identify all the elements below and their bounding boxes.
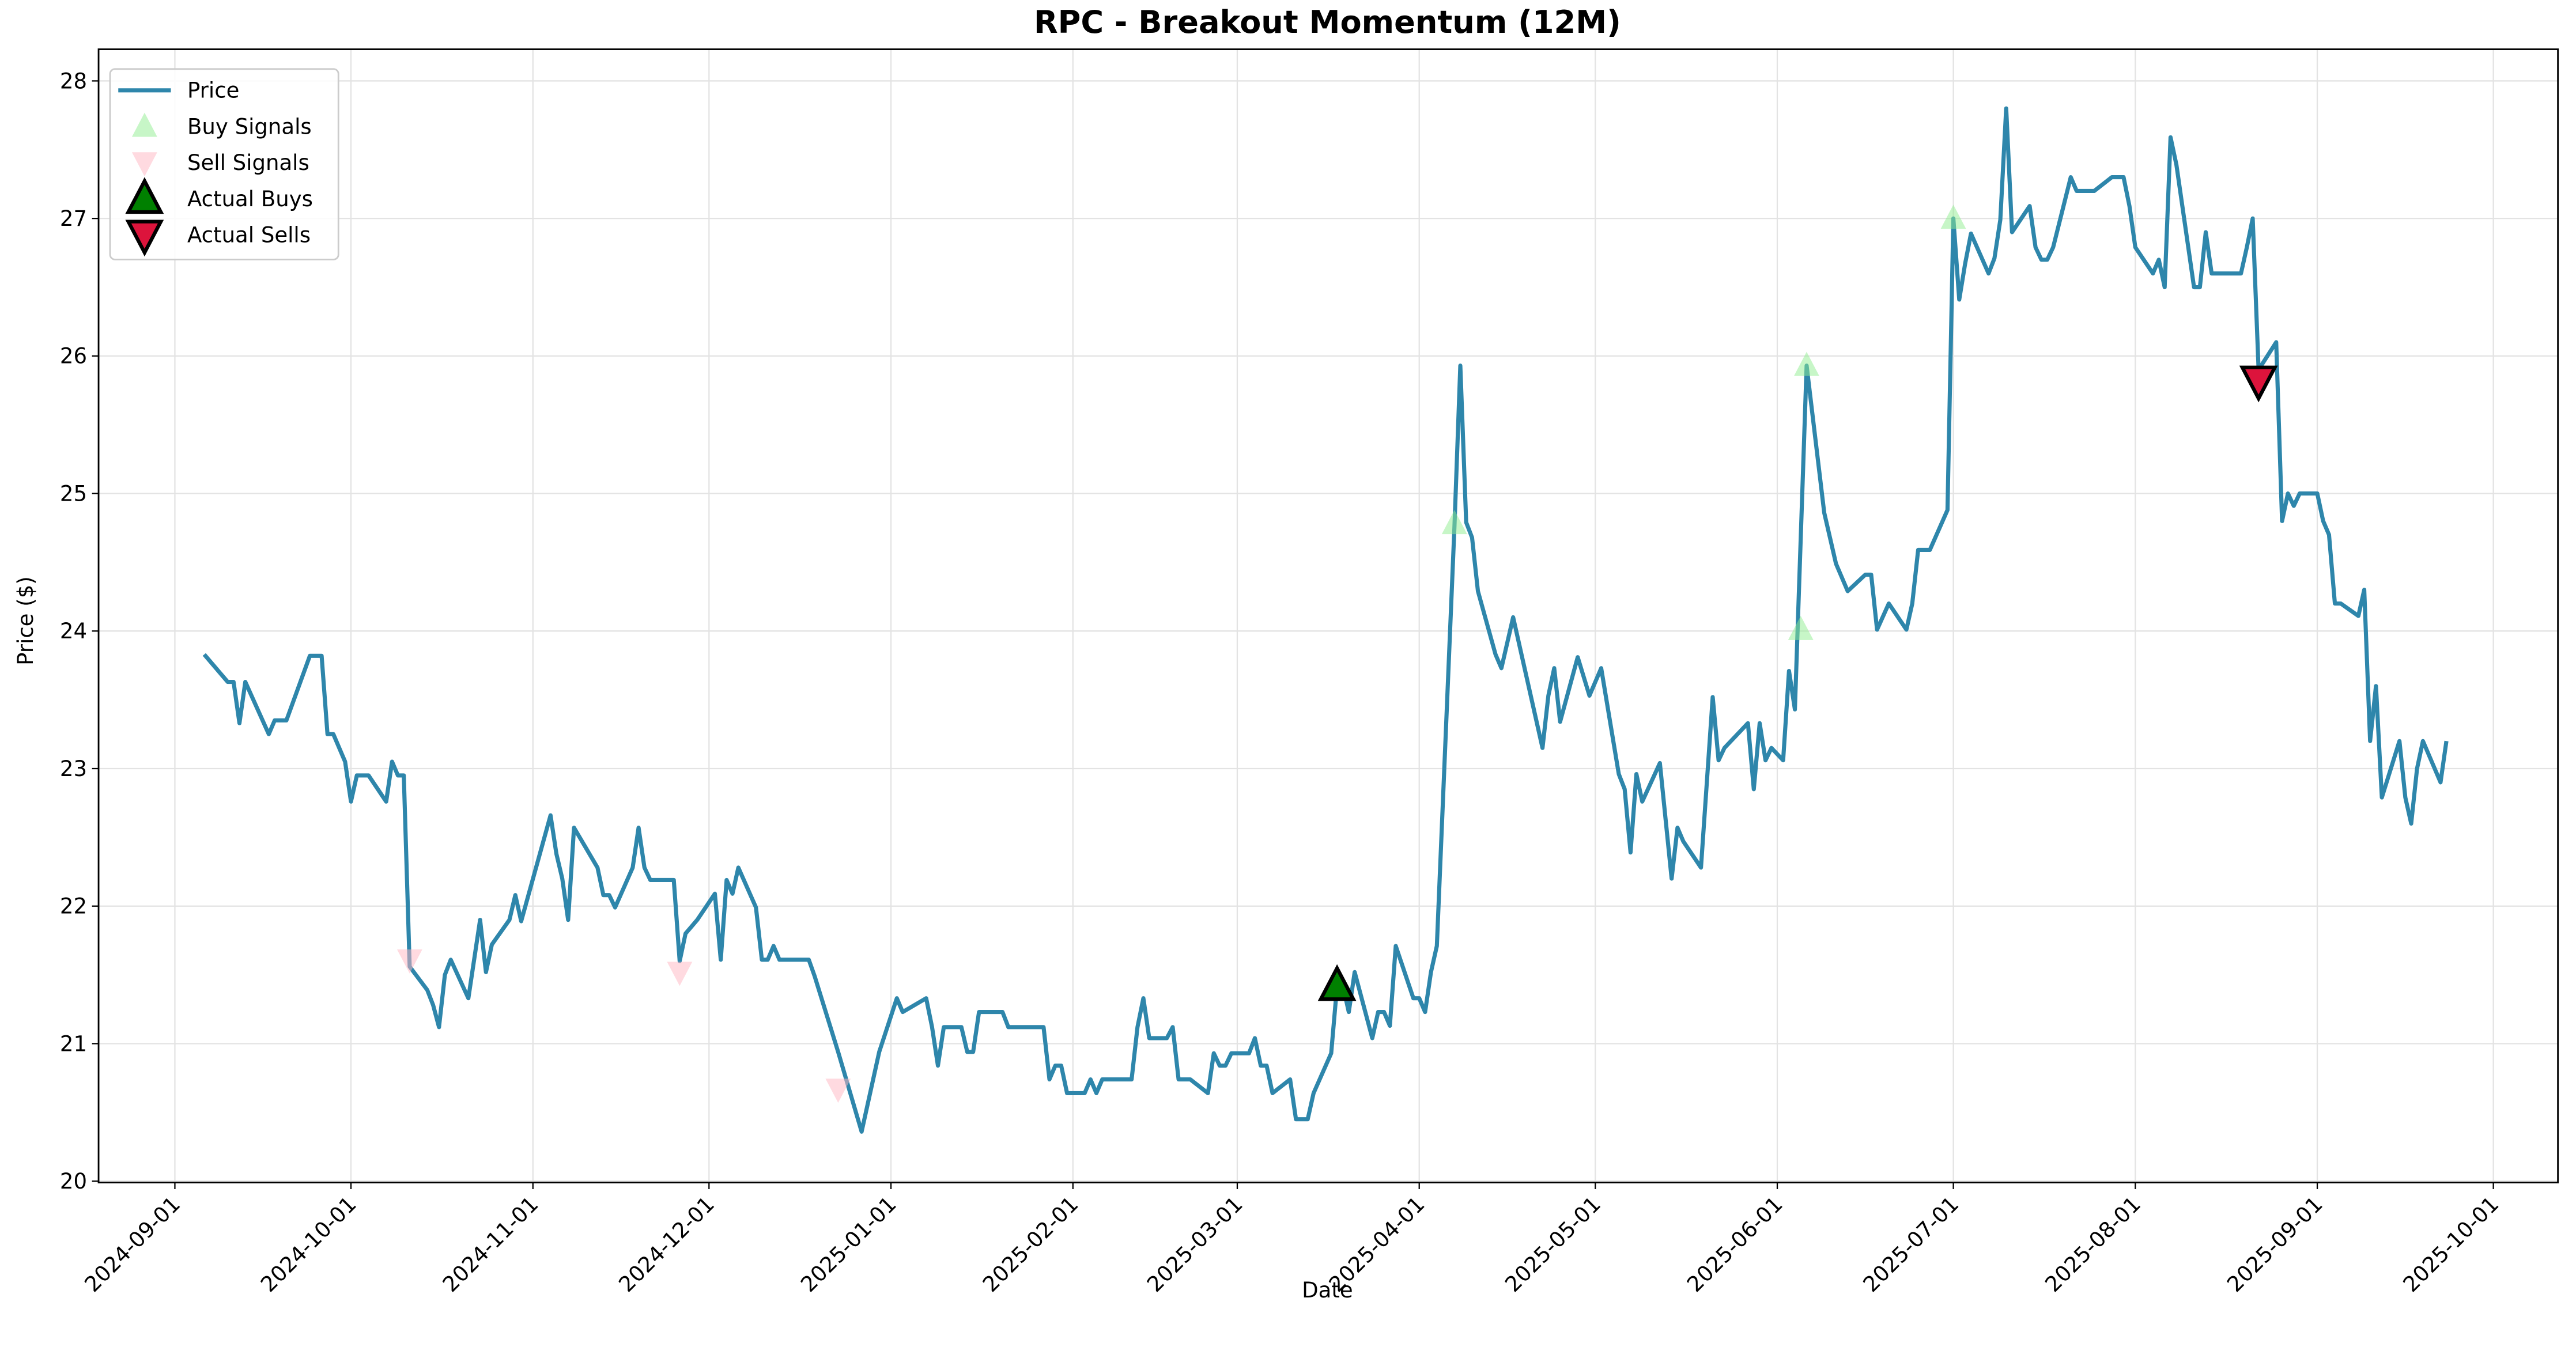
x-tick-label: 2025-04-01 [1324, 1191, 1430, 1297]
y-tick-label: 28 [60, 69, 87, 93]
x-axis-label: Date [1302, 1278, 1353, 1303]
x-tick-label: 2025-09-01 [2222, 1191, 2328, 1297]
legend-label: Price [187, 78, 239, 103]
y-tick-label: 26 [60, 344, 87, 369]
signal-marker [667, 962, 693, 986]
legend: Price Buy Signals Sell Signals Actual Buys A… [109, 68, 339, 260]
signal-marker [1441, 510, 1467, 535]
legend-label: Buy Signals [187, 114, 312, 139]
x-tick-label: 2025-01-01 [796, 1191, 901, 1297]
x-tick-label: 2025-08-01 [2040, 1191, 2146, 1297]
signal-marker [1788, 615, 1814, 640]
x-tick-label: 2025-06-01 [1682, 1191, 1788, 1297]
x-tick-label: 2024-11-01 [438, 1191, 543, 1297]
y-tick-label: 25 [60, 481, 87, 506]
y-tick-label: 21 [60, 1031, 87, 1056]
legend-swatch [131, 152, 157, 177]
signal-marker [2239, 365, 2278, 403]
signal-marker [1793, 351, 1819, 376]
y-tick-label: 20 [60, 1169, 87, 1194]
signal-marker [1940, 205, 1966, 229]
x-tick-label: 2025-02-01 [978, 1191, 1083, 1297]
x-tick-label: 2025-07-01 [1859, 1191, 1964, 1297]
signal-marker [825, 1079, 851, 1103]
price-line [202, 106, 2449, 1134]
legend-box [109, 68, 339, 260]
y-tick-label: 23 [60, 756, 87, 781]
y-axis-label: Price ($) [13, 576, 38, 665]
x-tick-label: 2025-03-01 [1142, 1191, 1248, 1297]
chart-title: RPC - Breakout Momentum (12M) [1034, 4, 1621, 40]
x-tick-label: 2024-09-01 [80, 1191, 186, 1297]
legend-label: Actual Buys [187, 187, 313, 211]
y-tick-label: 24 [60, 619, 87, 644]
x-tick-label: 2024-10-01 [256, 1191, 361, 1297]
plot-frame [97, 48, 2559, 1183]
legend-label: Sell Signals [187, 150, 309, 175]
signal-marker [1317, 964, 1357, 1001]
y-tick-label: 22 [60, 894, 87, 919]
x-tick-label: 2025-10-01 [2399, 1191, 2504, 1297]
legend-swatch [125, 177, 164, 214]
legend-swatch [125, 220, 164, 257]
x-tick-label: 2025-05-01 [1500, 1191, 1606, 1297]
legend-label: Actual Sells [187, 222, 311, 247]
y-tick-label: 27 [60, 206, 87, 231]
legend-swatch [131, 112, 157, 137]
signal-marker [396, 949, 422, 974]
x-tick-label: 2024-12-01 [614, 1191, 719, 1297]
